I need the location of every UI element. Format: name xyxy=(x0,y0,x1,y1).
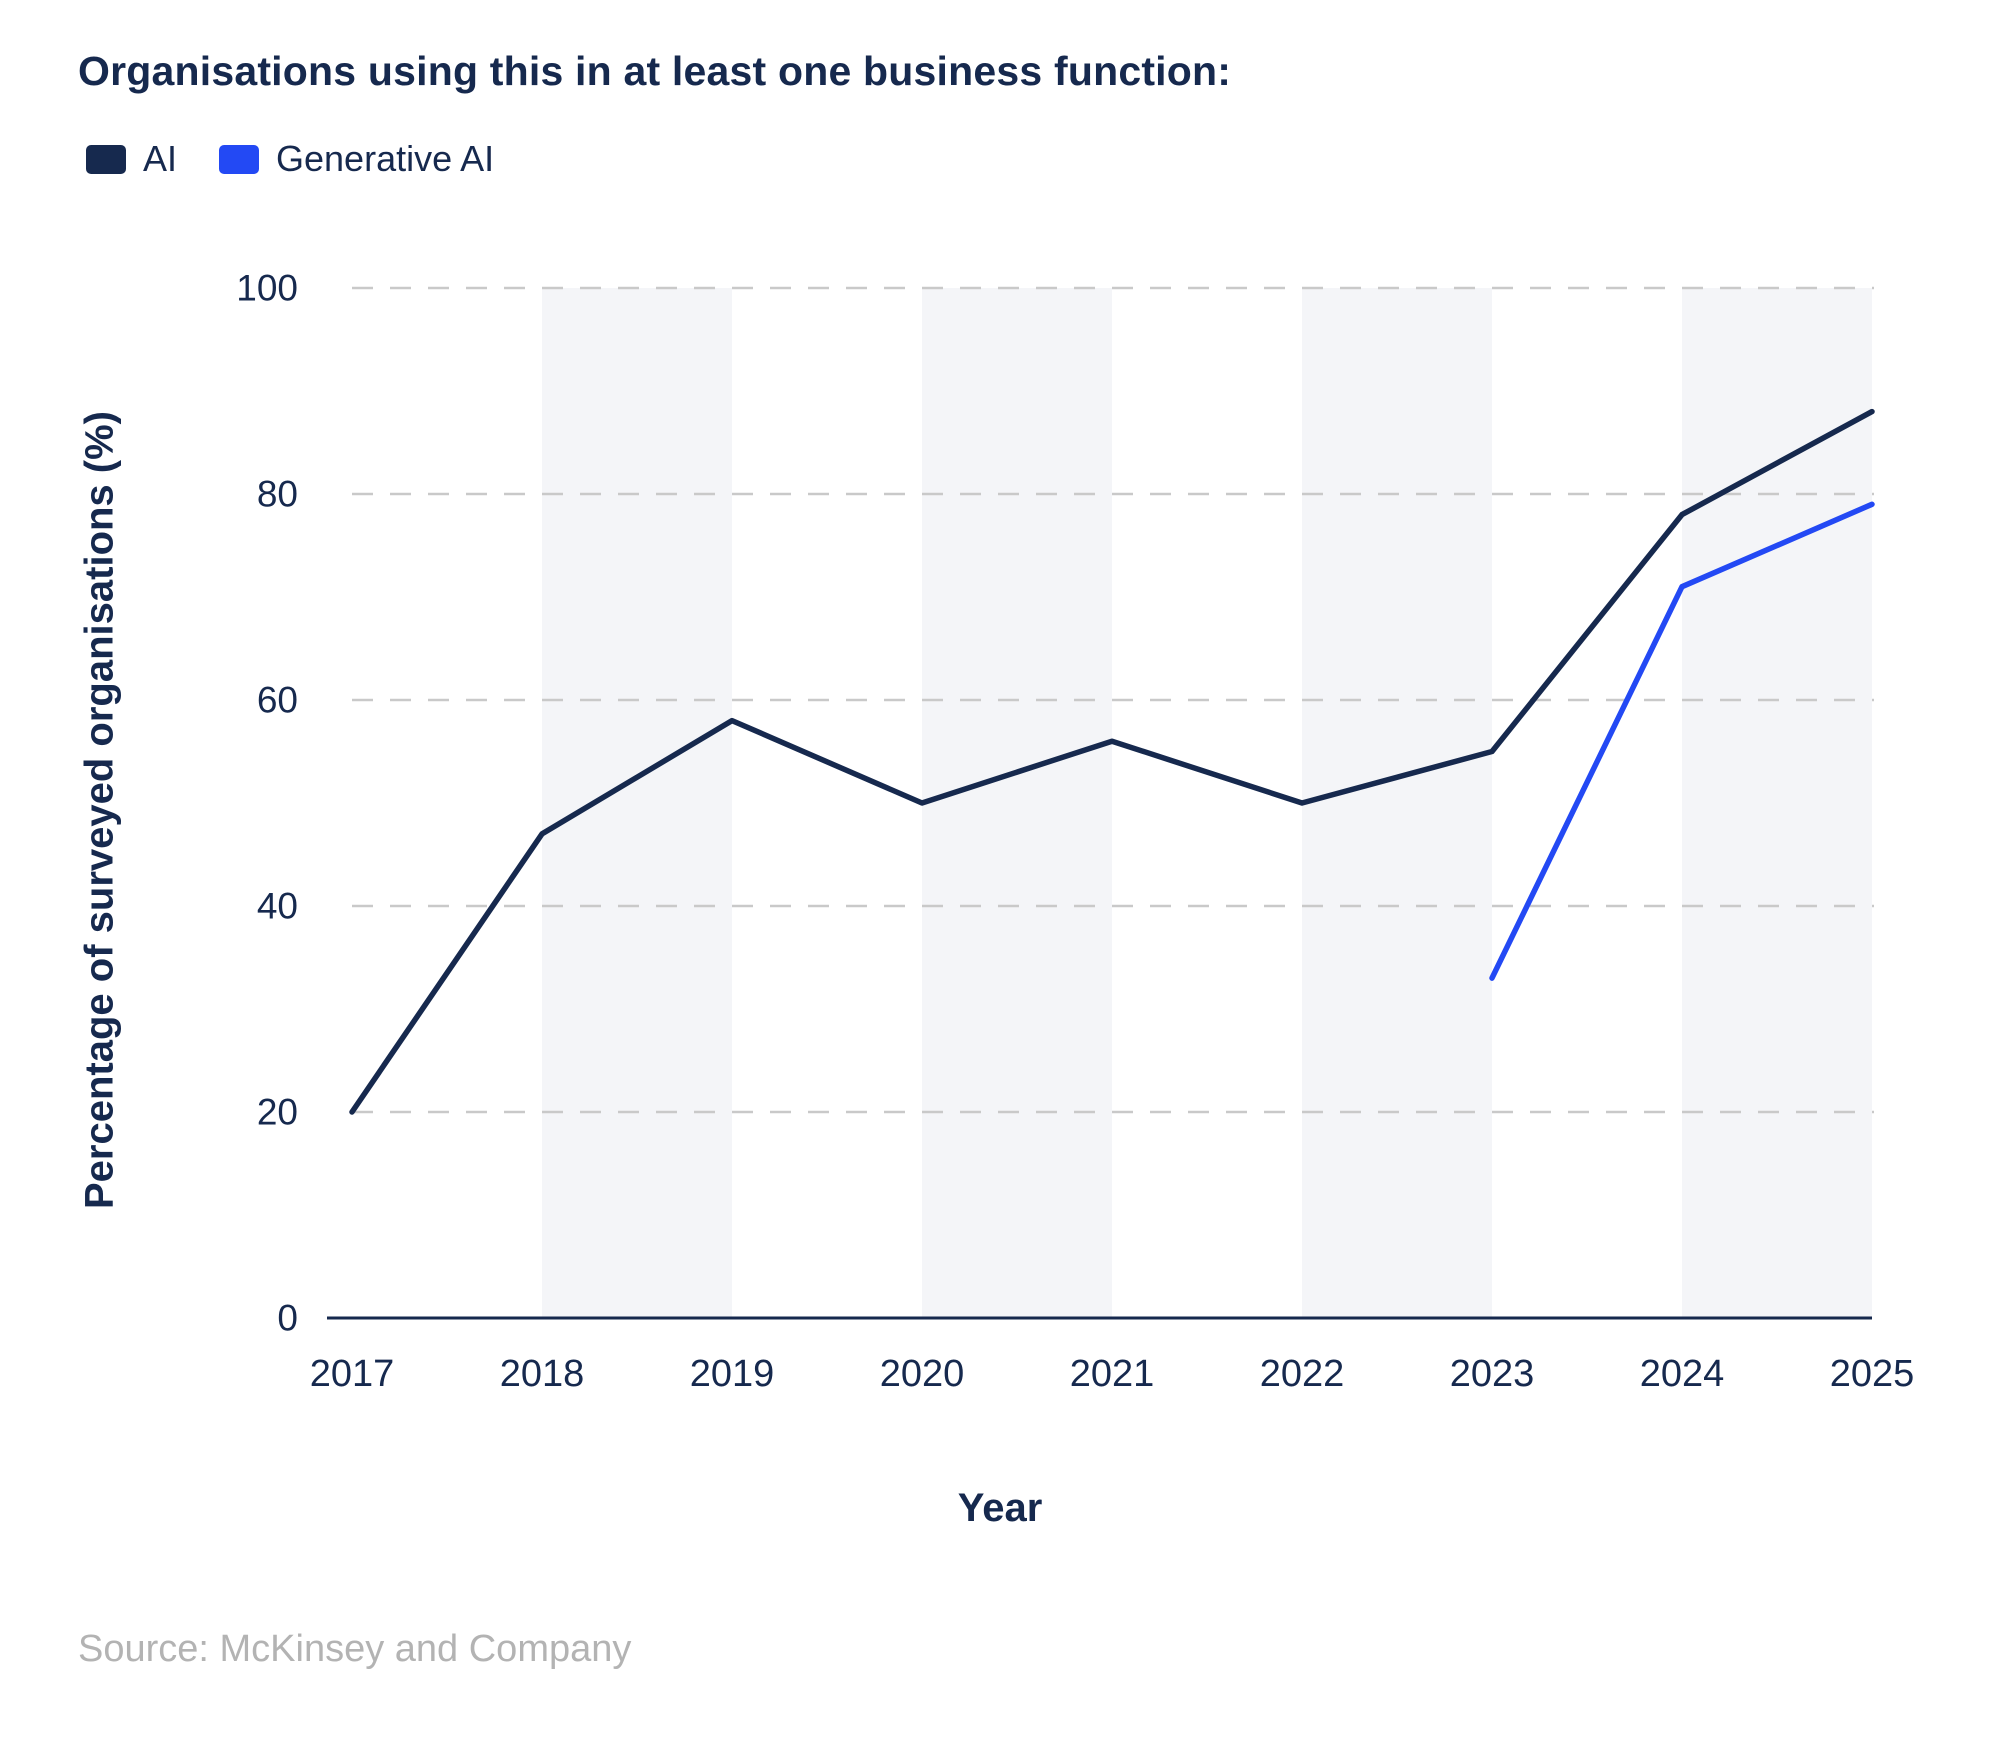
chart-title: Organisations using this in at least one… xyxy=(78,48,1232,94)
x-tick-label: 2017 xyxy=(310,1353,395,1395)
x-tick-label: 2019 xyxy=(690,1353,775,1395)
background-band xyxy=(1682,288,1872,1318)
x-tick-label: 2020 xyxy=(880,1353,965,1395)
y-tick-label: 40 xyxy=(257,886,298,927)
background-band xyxy=(542,288,732,1318)
x-tick-label: 2023 xyxy=(1450,1353,1535,1395)
generative-ai-legend-swatch-icon xyxy=(219,144,260,174)
ai-legend-label: AI xyxy=(143,138,178,179)
background-band xyxy=(1302,288,1492,1318)
legend: AI Generative AI xyxy=(86,138,494,180)
legend-item-generative-ai: Generative AI xyxy=(219,138,494,180)
y-axis-title: Percentage of surveyed organisations (%) xyxy=(77,410,122,1210)
generative-ai-legend-label: Generative AI xyxy=(276,138,495,179)
legend-item-ai: AI xyxy=(86,138,177,180)
y-tick-label: 0 xyxy=(277,1298,298,1339)
ai-legend-swatch-icon xyxy=(86,144,126,174)
y-tick-label: 20 xyxy=(257,1092,298,1133)
ai-series-line xyxy=(349,408,1875,1115)
x-tick-label: 2025 xyxy=(1830,1353,1915,1395)
y-tick-label: 100 xyxy=(236,268,298,309)
x-axis-title: Year xyxy=(957,1486,1043,1530)
x-tick-label: 2018 xyxy=(500,1353,585,1395)
y-tick-label: 80 xyxy=(257,474,298,515)
background-band xyxy=(922,288,1112,1318)
source-note: Source: McKinsey and Company xyxy=(78,1628,632,1670)
x-tick-label: 2024 xyxy=(1640,1353,1725,1395)
x-tick-label: 2022 xyxy=(1260,1353,1345,1395)
x-tick-label: 2021 xyxy=(1070,1353,1155,1395)
generative-ai-series-line xyxy=(1489,501,1875,981)
y-tick-label: 60 xyxy=(257,680,298,721)
